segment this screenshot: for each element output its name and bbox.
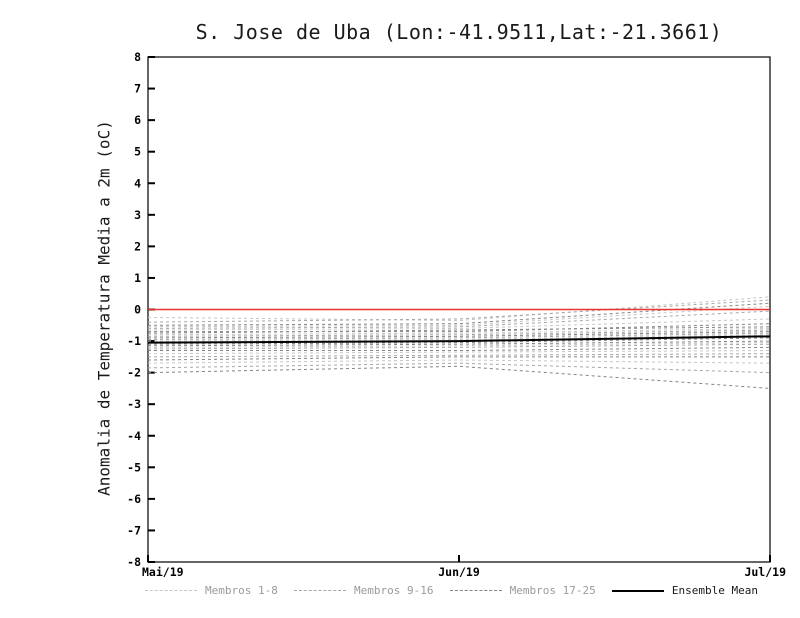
legend-line-sample xyxy=(145,590,197,591)
ensemble-member-line xyxy=(147,318,771,331)
ensemble-member-line xyxy=(147,359,771,364)
legend-item: Ensemble Mean xyxy=(611,584,758,597)
ensemble-member-line xyxy=(147,327,771,336)
ensemble-member-line xyxy=(147,356,770,361)
chart-title: S. Jose de Uba (Lon:-41.9511,Lat:-21.366… xyxy=(195,20,723,44)
y-tick-label: -5 xyxy=(127,460,141,474)
legend-line-sample xyxy=(611,589,664,592)
ensemble-member-line xyxy=(147,350,771,355)
y-tick-label: -6 xyxy=(127,492,141,506)
y-tick-label: 6 xyxy=(134,113,141,127)
legend-line-sample xyxy=(294,590,347,591)
ensemble-mean-line xyxy=(147,335,771,344)
ensemble-member-line xyxy=(147,353,771,358)
y-tick-label: 2 xyxy=(134,239,141,253)
y-tick-label: 5 xyxy=(134,145,141,159)
ensemble-member-line xyxy=(148,323,771,333)
ensemble-member-line xyxy=(147,332,771,340)
ensemble-member-line xyxy=(147,310,771,329)
y-tick-label: -7 xyxy=(127,523,141,537)
ensemble-member-line xyxy=(147,329,771,337)
ensemble-member-line xyxy=(147,326,771,334)
ensemble-member-line xyxy=(147,343,771,350)
legend-line-sample xyxy=(449,590,502,591)
y-tick-label: 7 xyxy=(134,82,141,96)
y-tick-label: 1 xyxy=(134,271,141,285)
ensemble-member-line xyxy=(148,346,771,352)
y-tick-label: -8 xyxy=(127,555,141,569)
x-tick-label: Jun/19 xyxy=(438,565,480,579)
ensemble-member-line xyxy=(147,365,771,389)
y-tick-label: 3 xyxy=(134,208,141,222)
x-tick-label: Jul/19 xyxy=(744,565,786,579)
legend-label: Membros 17-25 xyxy=(509,584,596,597)
y-tick-label: -1 xyxy=(127,334,141,348)
legend-item: Membros 1-8 xyxy=(145,584,278,597)
x-tick-label: Mai/19 xyxy=(142,565,184,579)
ensemble-member-line xyxy=(147,340,771,347)
ensemble-member-line xyxy=(147,331,771,339)
ensemble-member-line xyxy=(147,299,771,323)
legend-item: Membros 17-25 xyxy=(449,584,596,597)
legend-label: Membros 9-16 xyxy=(354,584,434,597)
y-tick-label: 4 xyxy=(134,176,141,190)
ensemble-member-line xyxy=(147,305,771,328)
ensemble-member-line xyxy=(147,342,771,348)
y-tick-label: -3 xyxy=(127,397,141,411)
legend: Membros 1-8 Membros 9-16 Membros 17-25 Ense… xyxy=(145,584,758,597)
legend-label: Membros 1-8 xyxy=(205,584,278,597)
y-tick-label: -2 xyxy=(127,366,141,380)
y-tick-label: 8 xyxy=(134,50,141,64)
legend-label: Ensemble Mean xyxy=(671,584,758,597)
ensemble-member-line xyxy=(147,334,771,342)
y-tick-label: 0 xyxy=(134,303,141,317)
ensemble-member-line xyxy=(147,337,771,345)
legend-item: Membros 9-16 xyxy=(294,584,434,597)
ensemble-member-line xyxy=(147,362,771,374)
ensemble-member-line xyxy=(147,296,771,322)
y-tick-label: -4 xyxy=(127,429,141,443)
